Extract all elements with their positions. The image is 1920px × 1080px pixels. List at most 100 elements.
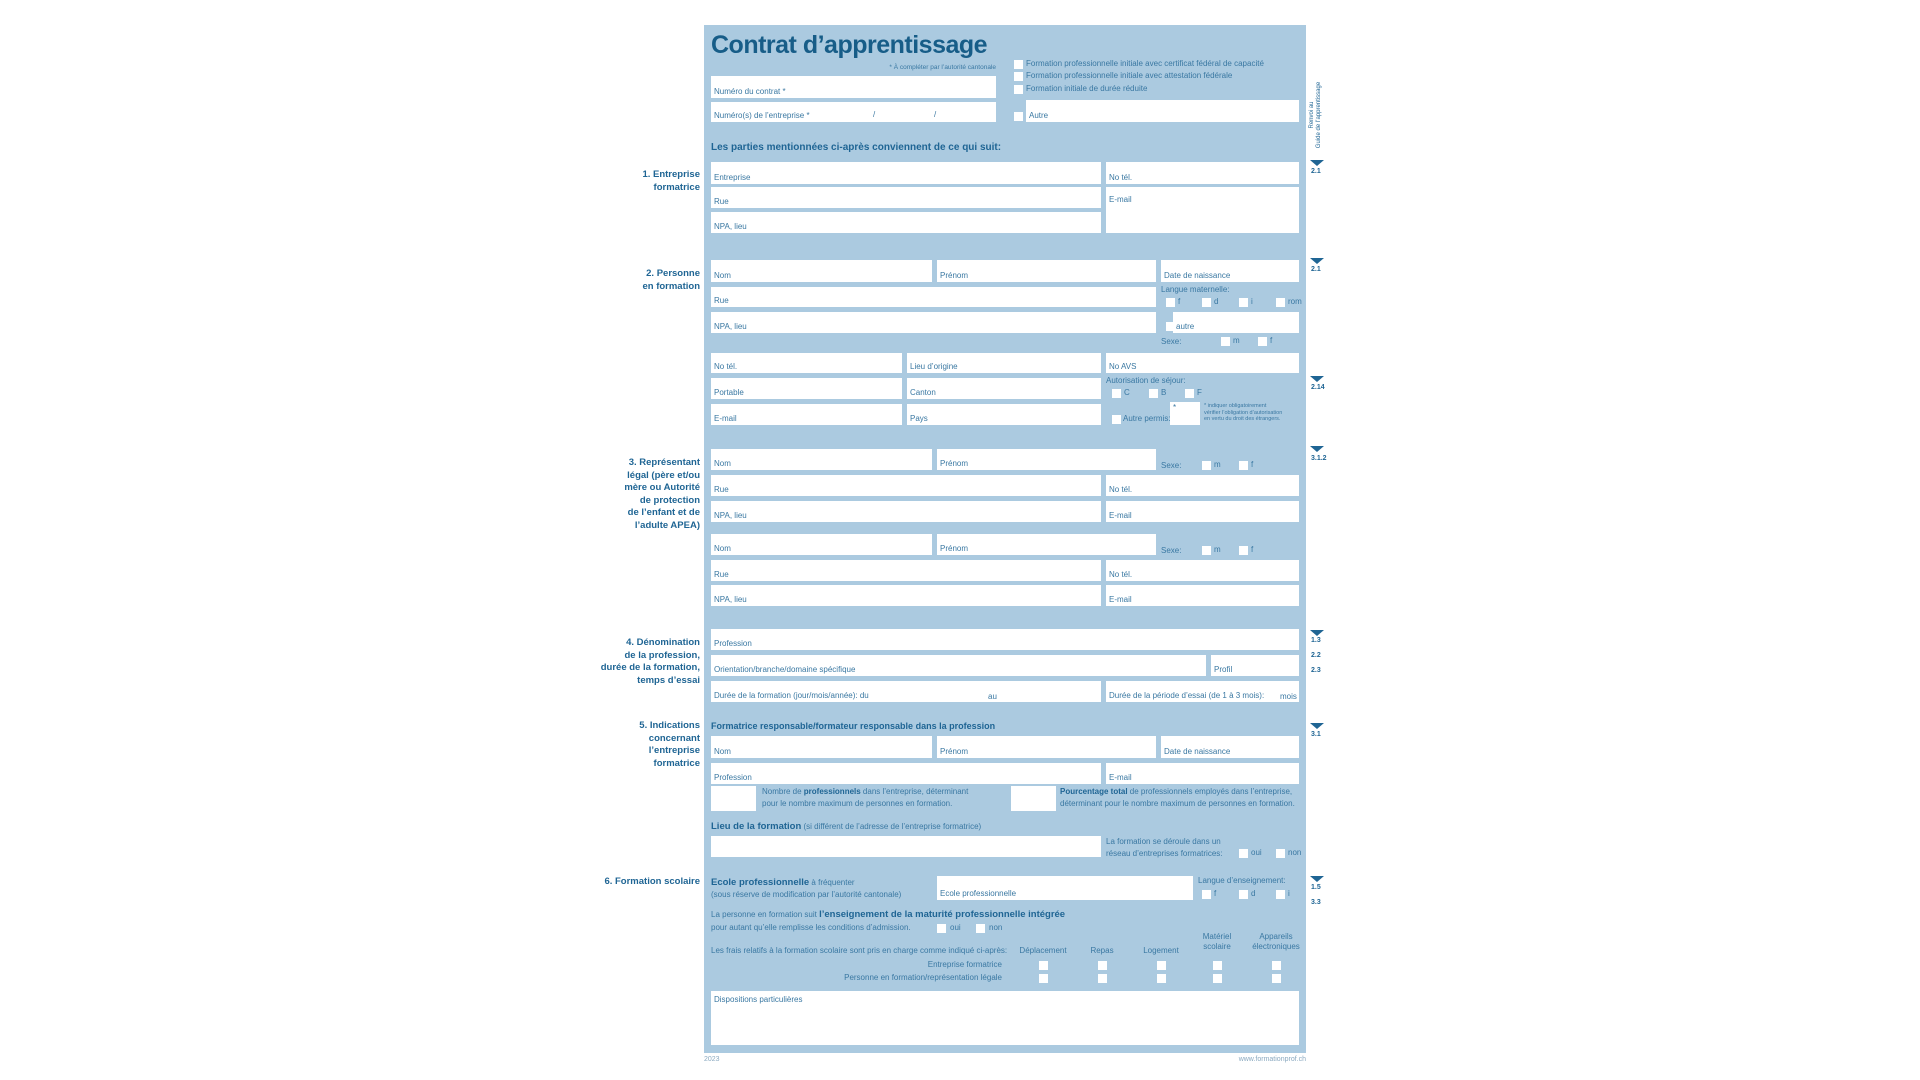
legal-rep-1-street-field[interactable]: Rue [711,475,1101,496]
mobile-field[interactable]: Portable [711,378,902,399]
teaching-language-checkbox[interactable] [1276,890,1285,899]
maturity-no-checkbox[interactable] [976,924,985,933]
maturity-yes-checkbox[interactable] [937,924,946,933]
apprentice-birthdate-field[interactable]: Date de naissance [1161,260,1299,282]
legal-rep-2-phone-field-label: No tél. [1109,570,1133,579]
company-city-field[interactable]: NPA, lieu [711,212,1101,233]
percentage-total-field[interactable] [1011,786,1056,811]
legal-rep-2-first-name-field[interactable]: Prénom [937,534,1156,555]
other-training-type-field[interactable]: Autre [1026,100,1299,122]
other-language-field[interactable]: autre [1173,312,1299,333]
other-training-type-checkbox[interactable] [1014,112,1023,121]
place-of-origin-field[interactable]: Lieu d’origine [907,353,1101,373]
trainer-first-name-field[interactable]: Prénom [937,736,1156,758]
company-name-field[interactable]: Entreprise [711,162,1101,184]
residence-permit-checkbox[interactable] [1149,389,1158,398]
legal-rep-1-last-name-field[interactable]: Nom [711,449,932,470]
probation-period-field-label: Durée de la période d’essai (de 1 à 3 mo… [1109,691,1265,700]
training-duration-field[interactable]: Durée de la formation (jour/mois/année):… [711,681,1101,702]
cost-company-checkbox[interactable] [1157,961,1166,970]
cost-apprentice-checkbox[interactable] [1098,974,1107,983]
cost-company-checkbox[interactable] [1098,961,1107,970]
mother-tongue-checkbox[interactable] [1239,298,1248,307]
profession-field[interactable]: Profession [711,629,1299,650]
legal-rep-1-phone-field[interactable]: No tél. [1106,475,1299,496]
percentage-total-text-2: déterminant pour le nombre maximum de pe… [1060,799,1295,808]
company-numbers-field[interactable]: Numéro(s) de l’entreprise * [711,102,996,122]
other-language-checkbox[interactable] [1166,322,1175,331]
trainer-email-field[interactable]: E-mail [1106,763,1299,784]
legal-rep-2-sex-f-checkbox[interactable] [1239,546,1248,555]
avs-number-field[interactable]: No AVS [1106,353,1299,373]
apprentice-last-name-field[interactable]: Nom [711,260,932,282]
legal-rep-1-sex-m-checkbox[interactable] [1202,461,1211,470]
training-type-checkbox[interactable] [1014,72,1023,81]
trainer-last-name-field[interactable]: Nom [711,736,932,758]
cost-company-checkbox[interactable] [1039,961,1048,970]
training-type-checkbox[interactable] [1014,60,1023,69]
legal-rep-2-last-name-field[interactable]: Nom [711,534,932,555]
apprentice-email-field[interactable]: E-mail [711,404,902,425]
training-type-label: Formation professionnelle initiale avec … [1026,59,1264,68]
network-no-checkbox[interactable] [1276,849,1285,858]
legal-rep-1-sex-f-checkbox[interactable] [1239,461,1248,470]
mother-tongue-checkbox[interactable] [1276,298,1285,307]
section-5-title: 5. Indications concernant l’entreprise f… [639,720,700,769]
special-provisions-field[interactable]: Dispositions particulières [711,991,1299,1045]
apprentice-phone-field[interactable]: No tél. [711,353,902,373]
trainer-birthdate-field[interactable]: Date de naissance [1161,736,1299,758]
vocational-school-field[interactable]: Ecole professionnelle [937,876,1193,900]
profile-field[interactable]: Profil [1211,655,1299,676]
legal-rep-2-email-field[interactable]: E-mail [1106,585,1299,606]
maturity-heading-part: l’enseignement de la maturité profession… [819,909,1066,920]
other-permit-field[interactable]: * [1170,402,1200,425]
legal-rep-2-city-field[interactable]: NPA, lieu [711,585,1101,606]
sex-f-checkbox[interactable] [1258,337,1267,346]
sex-m-checkbox[interactable] [1221,337,1230,346]
professionals-count-field[interactable] [711,786,756,811]
legal-rep-2-street-field[interactable]: Rue [711,560,1101,581]
network-yes-checkbox[interactable] [1239,849,1248,858]
mother-tongue-checkbox[interactable] [1202,298,1211,307]
company-street-field[interactable]: Rue [711,187,1101,208]
cost-company-checkbox[interactable] [1213,961,1222,970]
company-email-field[interactable]: E-mail [1106,187,1299,233]
contract-number-field[interactable]: Numéro du contrat * [711,76,996,98]
trainer-profession-field-label: Profession [714,773,752,782]
canton-field[interactable]: Canton [907,378,1101,399]
teaching-language-checkbox[interactable] [1202,890,1211,899]
legal-rep-1-email-field[interactable]: E-mail [1106,501,1299,522]
required-note: * À compléter par l’autorité cantonale [889,64,996,71]
cost-apprentice-checkbox[interactable] [1039,974,1048,983]
legal-rep-1-city-field[interactable]: NPA, lieu [711,501,1101,522]
reference-arrow-icon [1310,630,1324,636]
apprentice-street-field-label: Rue [714,296,729,305]
cost-company-checkbox[interactable] [1272,961,1281,970]
slash-separator: / [934,110,937,119]
residence-permit-checkbox[interactable] [1112,389,1121,398]
legal-rep-1-first-name-field[interactable]: Prénom [937,449,1156,470]
trainer-last-name-field-label: Nom [714,747,731,756]
other-permit-checkbox[interactable] [1112,415,1121,424]
legal-rep-2-phone-field[interactable]: No tél. [1106,560,1299,581]
residence-permit-checkbox[interactable] [1185,389,1194,398]
country-field[interactable]: Pays [907,404,1101,425]
apprentice-first-name-field[interactable]: Prénom [937,260,1156,282]
section-1-title: 1. Entreprise formatrice [642,169,700,193]
apprentice-street-field[interactable]: Rue [711,287,1156,307]
teaching-language-checkbox[interactable] [1239,890,1248,899]
training-duration-field-label: Durée de la formation (jour/mois/année):… [714,691,869,700]
mother-tongue-checkbox[interactable] [1166,298,1175,307]
company-phone-field[interactable]: No tél. [1106,162,1299,184]
legal-rep-2-sex-m-checkbox[interactable] [1202,546,1211,555]
cost-apprentice-checkbox[interactable] [1272,974,1281,983]
probation-period-field[interactable]: Durée de la période d’essai (de 1 à 3 mo… [1106,681,1299,702]
apprentice-city-field-label: NPA, lieu [714,322,747,331]
training-location-field[interactable] [711,836,1101,857]
apprentice-city-field[interactable]: NPA, lieu [711,312,1156,333]
trainer-profession-field[interactable]: Profession [711,763,1101,784]
orientation-field[interactable]: Orientation/branche/domaine spécifique [711,655,1206,676]
cost-apprentice-checkbox[interactable] [1157,974,1166,983]
cost-apprentice-checkbox[interactable] [1213,974,1222,983]
training-type-checkbox[interactable] [1014,85,1023,94]
